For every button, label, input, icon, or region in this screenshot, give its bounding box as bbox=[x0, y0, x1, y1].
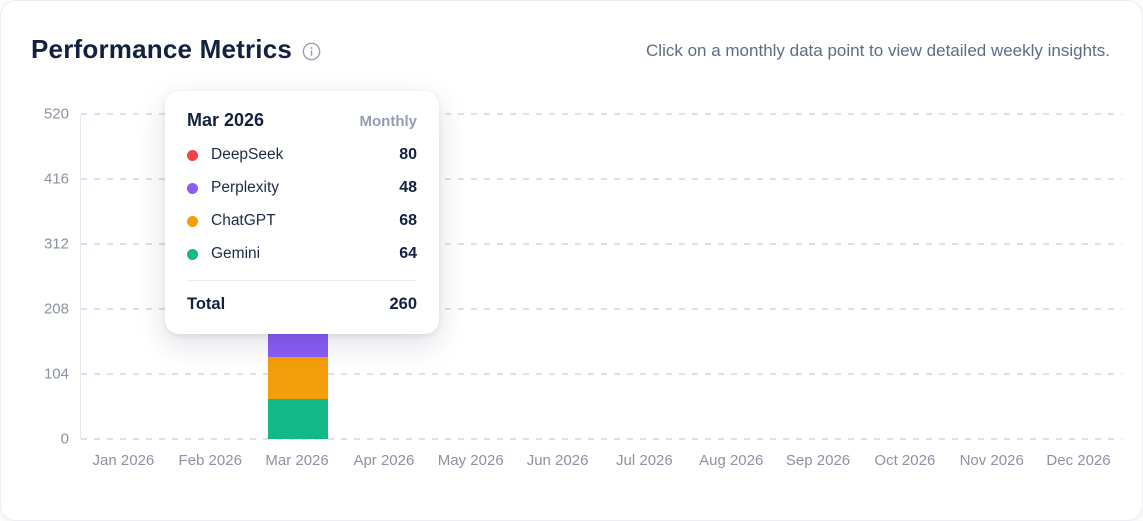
y-axis-tick-label: 0 bbox=[60, 430, 69, 448]
page-title: Performance Metrics bbox=[31, 34, 293, 64]
tooltip-title: Mar 2026 bbox=[187, 110, 265, 130]
series-value: 80 bbox=[399, 146, 417, 163]
gridline-y-104 bbox=[81, 373, 1122, 375]
x-axis-tick-label: Nov 2026 bbox=[959, 452, 1024, 469]
x-axis-tick-label: Jan 2026 bbox=[92, 452, 155, 469]
tooltip-row-deepseek: DeepSeek 80 bbox=[187, 146, 417, 164]
bar-segment-gemini[interactable] bbox=[268, 399, 329, 439]
x-axis: Jan 2026 Feb 2026 Mar 2026 Apr 2026 May 2026… bbox=[80, 452, 1122, 469]
series-value: 48 bbox=[399, 179, 417, 196]
x-axis-tick-label: Aug 2026 bbox=[699, 452, 764, 469]
y-axis-tick-label: 520 bbox=[43, 105, 69, 123]
series-dot-deepseek bbox=[187, 149, 198, 161]
card-header: Performance Metrics Click on a monthly d… bbox=[31, 34, 1110, 65]
x-axis-tick-label: Sep 2026 bbox=[785, 452, 851, 469]
x-axis-tick-label: Oct 2026 bbox=[874, 452, 936, 469]
series-label: DeepSeek bbox=[211, 146, 284, 163]
series-dot-gemini bbox=[187, 248, 198, 260]
y-axis-tick-label: 312 bbox=[43, 235, 69, 253]
bar-segment-chatgpt[interactable] bbox=[268, 356, 329, 399]
tooltip-row-perplexity: Perplexity 48 bbox=[187, 179, 417, 197]
gridline-y-416 bbox=[81, 178, 1122, 180]
series-label: ChatGPT bbox=[211, 212, 276, 229]
x-axis-tick-label: Feb 2026 bbox=[178, 452, 242, 469]
y-axis-tick-label: 104 bbox=[43, 365, 69, 383]
tooltip-rows: DeepSeek 80 Perplexity 48 ChatGPT 68 Gemini 64 bbox=[187, 146, 417, 263]
gridline-y-520 bbox=[81, 113, 1122, 115]
x-axis-tick-label: Mar 2026 bbox=[265, 452, 329, 469]
hint-text: Click on a monthly data point to view de… bbox=[646, 41, 1110, 60]
series-dot-perplexity bbox=[187, 182, 198, 194]
x-axis-tick-label: Jun 2026 bbox=[526, 452, 589, 469]
tooltip-total-value: 260 bbox=[389, 295, 417, 313]
gridline-y-208 bbox=[81, 308, 1122, 310]
x-axis-tick-label: Jul 2026 bbox=[616, 452, 673, 469]
series-value: 64 bbox=[399, 245, 417, 262]
tooltip-row-gemini: Gemini 64 bbox=[187, 245, 417, 263]
x-axis-tick-label: May 2026 bbox=[437, 452, 504, 469]
tooltip-period-label: Monthly bbox=[359, 113, 418, 130]
gridline-y-0 bbox=[81, 438, 1122, 440]
series-value: 68 bbox=[399, 212, 417, 229]
y-axis-tick-label: 416 bbox=[43, 170, 69, 188]
tooltip-divider bbox=[187, 280, 417, 281]
tooltip-row-chatgpt: ChatGPT 68 bbox=[187, 212, 417, 230]
gridline-y-312 bbox=[81, 243, 1122, 245]
series-label: Perplexity bbox=[211, 179, 280, 196]
tooltip: Mar 2026 Monthly DeepSeek 80 Perplexity 48 C… bbox=[165, 91, 439, 334]
series-label: Gemini bbox=[211, 245, 261, 262]
x-axis-tick-label: Apr 2026 bbox=[353, 452, 415, 469]
tooltip-total-label: Total bbox=[187, 295, 226, 313]
series-dot-chatgpt bbox=[187, 215, 198, 227]
info-icon[interactable] bbox=[302, 42, 321, 61]
x-axis-tick-label: Dec 2026 bbox=[1046, 452, 1111, 469]
y-axis-tick-label: 208 bbox=[43, 300, 69, 318]
